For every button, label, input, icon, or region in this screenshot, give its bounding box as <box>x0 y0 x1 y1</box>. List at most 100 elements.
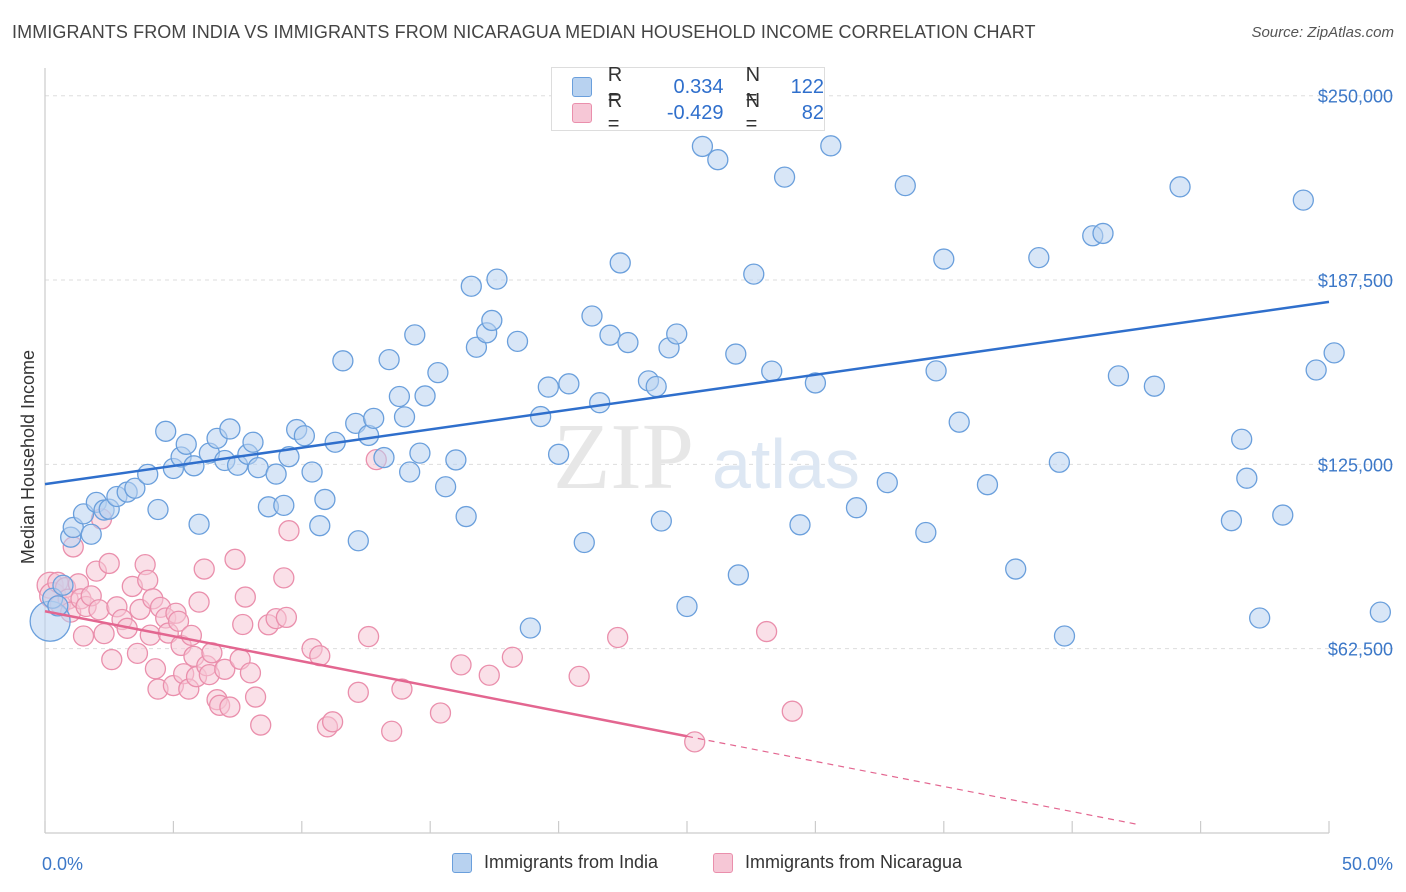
india-point-45 <box>373 446 395 469</box>
nicaragua-point-69 <box>357 625 380 648</box>
nicaragua-point-44 <box>193 558 215 580</box>
india-legend-swatch <box>452 852 472 873</box>
india-point-86 <box>773 166 796 188</box>
india-points <box>29 135 1392 647</box>
india-point-69 <box>581 305 603 327</box>
india-point-85 <box>761 360 783 382</box>
india-point-16 <box>155 420 177 442</box>
india-point-38 <box>314 488 336 511</box>
nicaragua-point-81 <box>781 700 803 722</box>
india-point-15 <box>147 498 169 521</box>
nicaragua-point-79 <box>684 731 706 753</box>
legend-r-label: R = <box>607 64 623 109</box>
india-point-73 <box>617 331 639 354</box>
trend-lines <box>44 300 1330 825</box>
chart-title: IMMIGRANTS FROM INDIA VS IMMIGRANTS FROM… <box>12 22 1036 42</box>
india-point-68 <box>573 531 595 554</box>
india-point-33 <box>278 446 300 468</box>
india-point-54 <box>434 476 457 498</box>
india-point-35 <box>293 425 316 447</box>
india-point-47 <box>388 385 411 408</box>
india-point-56 <box>455 505 477 528</box>
nicaragua-point-56 <box>239 662 262 684</box>
india-point-50 <box>404 324 426 346</box>
nicaragua-point-27 <box>139 624 161 646</box>
india-point-51 <box>409 442 431 464</box>
nicaragua-point-72 <box>391 678 413 700</box>
legend-india-r: 0.334 <box>673 75 724 98</box>
y-tick-label-1: $125,000 <box>1318 455 1393 475</box>
nicaragua-point-18 <box>101 648 123 671</box>
india-point-87 <box>789 514 811 536</box>
india-point-36 <box>301 461 323 483</box>
nicaragua-points <box>36 448 803 753</box>
nicaragua-point-71 <box>381 720 403 742</box>
india-point-62 <box>506 330 529 353</box>
india-point-114 <box>1323 342 1345 364</box>
india-point-55 <box>445 449 467 471</box>
india-point-61 <box>486 268 508 290</box>
nicaragua-point-17 <box>98 552 120 575</box>
india-point-31 <box>265 463 287 485</box>
india-point-48 <box>393 406 416 428</box>
correlation-legend: R = 0.334 N = 122 R = -0.429 N = 82 <box>551 64 825 135</box>
nicaragua-point-57 <box>244 686 267 708</box>
india-point-80 <box>691 135 714 158</box>
nicaragua-point-62 <box>275 606 298 629</box>
nicaragua-point-29 <box>144 658 167 680</box>
legend-nicaragua-n: 82 <box>801 101 824 124</box>
legend-nicaragua-r: -0.429 <box>666 101 724 124</box>
india-point-25 <box>219 418 241 440</box>
india-point-44 <box>363 407 385 429</box>
india-point-70 <box>589 392 611 414</box>
india-point-20 <box>183 455 205 477</box>
x-tick-label-min: 0.0% <box>42 854 83 874</box>
source-credit: Source: ZipAtlas.com <box>1251 24 1394 41</box>
india-point-32 <box>273 494 295 516</box>
india-point-67 <box>558 373 580 395</box>
india-point-116 <box>1369 601 1392 623</box>
nicaragua-point-52 <box>224 548 246 570</box>
watermark-zip: ZIP <box>553 405 694 509</box>
india-point-97 <box>976 474 999 496</box>
y-tick-labels: $62,500 $125,000 $187,500 $250,000 <box>1318 87 1393 660</box>
india-point-58 <box>465 336 488 358</box>
india-point-93 <box>915 521 937 544</box>
series-legend-nicaragua-label: Immigrants from Nicaragua <box>745 852 963 872</box>
india-point-84 <box>743 263 765 285</box>
india-point-107 <box>1220 510 1243 532</box>
legend-india-n: 122 <box>790 75 824 98</box>
nicaragua-point-68 <box>347 681 369 703</box>
nicaragua-point-74 <box>450 654 472 676</box>
india-point-109 <box>1236 467 1258 489</box>
india-point-76 <box>650 510 672 532</box>
nicaragua-point-40 <box>180 624 203 647</box>
nicaragua-point-67 <box>321 711 344 733</box>
nicaragua-point-36 <box>167 610 190 632</box>
india-point-100 <box>1048 451 1071 473</box>
nicaragua-point-50 <box>214 658 236 680</box>
nicaragua-point-77 <box>568 665 590 688</box>
nicaragua-point-23 <box>126 642 149 665</box>
india-point-49 <box>399 461 421 483</box>
y-tick-label-2: $187,500 <box>1318 271 1393 291</box>
legend-n-label: N = <box>745 90 761 135</box>
series-legend-india-label: Immigrants from India <box>484 852 659 872</box>
india-point-2 <box>47 595 69 617</box>
nicaragua-swatch <box>572 103 592 123</box>
nicaragua-point-73 <box>429 702 452 724</box>
nicaragua-point-10 <box>72 625 95 647</box>
india-point-57 <box>460 275 482 297</box>
india-point-75 <box>645 375 667 398</box>
india-point-40 <box>332 350 354 372</box>
watermark: ZIP atlas <box>553 405 860 509</box>
india-point-92 <box>894 174 916 197</box>
india-point-52 <box>414 385 436 407</box>
legend-n-label: N = <box>745 64 761 109</box>
india-point-13 <box>124 477 146 499</box>
india-point-79 <box>676 595 698 618</box>
india-point-112 <box>1292 189 1314 211</box>
nicaragua-legend-swatch <box>713 852 733 873</box>
india-point-53 <box>427 361 449 384</box>
